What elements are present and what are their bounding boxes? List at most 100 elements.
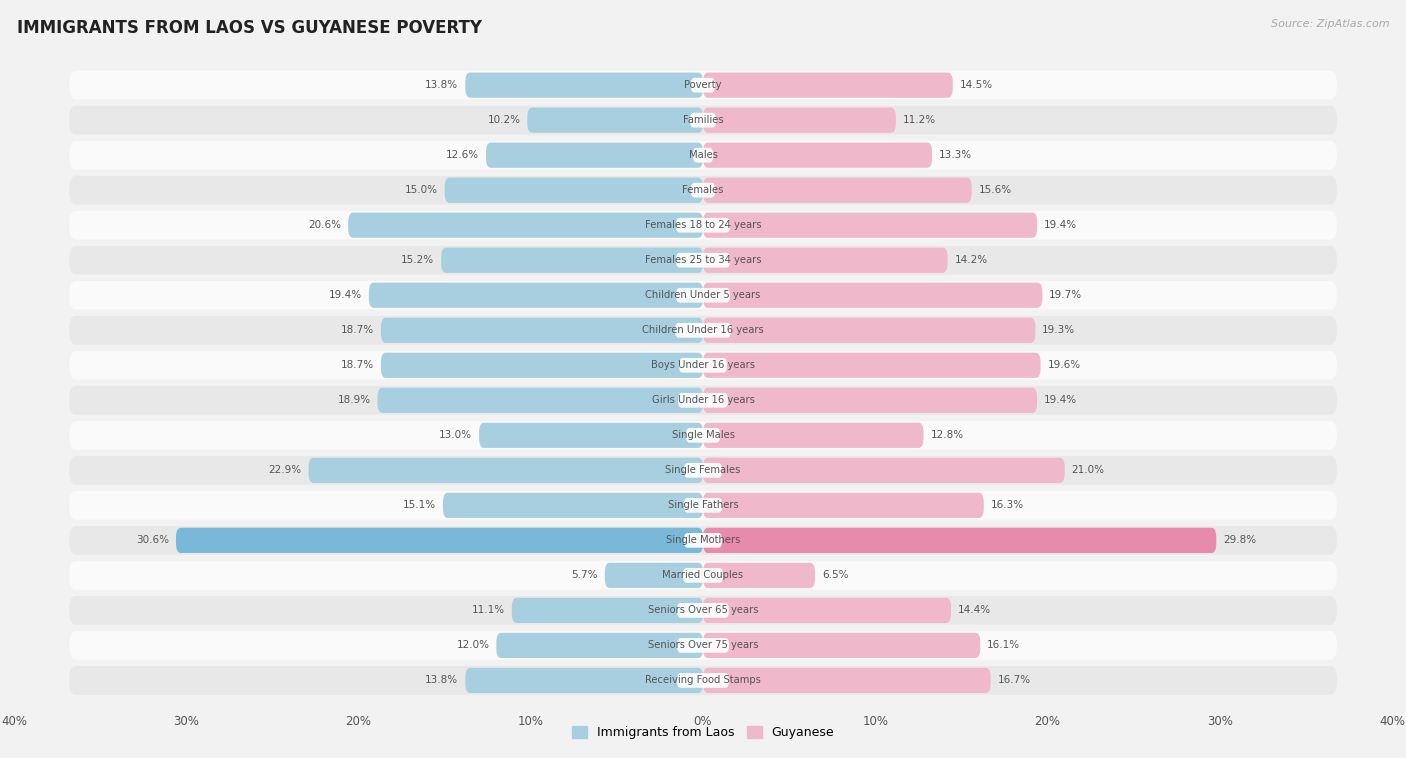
Text: 20.6%: 20.6% [308, 221, 342, 230]
Text: Poverty: Poverty [685, 80, 721, 90]
Text: Females: Females [682, 185, 724, 196]
Text: 18.7%: 18.7% [340, 325, 374, 335]
Text: 15.2%: 15.2% [401, 255, 434, 265]
Text: 22.9%: 22.9% [269, 465, 302, 475]
FancyBboxPatch shape [377, 387, 703, 413]
Text: 15.1%: 15.1% [404, 500, 436, 510]
Text: 19.4%: 19.4% [1045, 221, 1077, 230]
Text: Source: ZipAtlas.com: Source: ZipAtlas.com [1271, 19, 1389, 29]
Text: 12.8%: 12.8% [931, 431, 963, 440]
FancyBboxPatch shape [703, 73, 953, 98]
Text: Receiving Food Stamps: Receiving Food Stamps [645, 675, 761, 685]
Text: 18.9%: 18.9% [337, 396, 371, 406]
Text: 12.0%: 12.0% [457, 641, 489, 650]
FancyBboxPatch shape [69, 421, 1337, 449]
Text: 19.4%: 19.4% [329, 290, 361, 300]
FancyBboxPatch shape [678, 673, 728, 688]
FancyBboxPatch shape [444, 177, 703, 203]
FancyBboxPatch shape [703, 493, 984, 518]
FancyBboxPatch shape [69, 386, 1337, 415]
FancyBboxPatch shape [69, 456, 1337, 484]
FancyBboxPatch shape [690, 113, 716, 127]
FancyBboxPatch shape [381, 352, 703, 378]
FancyBboxPatch shape [703, 668, 991, 693]
FancyBboxPatch shape [676, 253, 730, 268]
FancyBboxPatch shape [69, 316, 1337, 345]
FancyBboxPatch shape [69, 526, 1337, 555]
Text: Single Fathers: Single Fathers [668, 500, 738, 510]
FancyBboxPatch shape [703, 143, 932, 168]
Text: Children Under 5 years: Children Under 5 years [645, 290, 761, 300]
FancyBboxPatch shape [703, 283, 1042, 308]
FancyBboxPatch shape [69, 70, 1337, 99]
FancyBboxPatch shape [368, 283, 703, 308]
FancyBboxPatch shape [703, 177, 972, 203]
Text: Males: Males [689, 150, 717, 160]
Text: 13.8%: 13.8% [425, 80, 458, 90]
FancyBboxPatch shape [69, 631, 1337, 659]
FancyBboxPatch shape [683, 498, 723, 512]
FancyBboxPatch shape [703, 633, 980, 658]
Text: Married Couples: Married Couples [662, 570, 744, 581]
Text: 10.2%: 10.2% [488, 115, 520, 125]
Text: 21.0%: 21.0% [1071, 465, 1105, 475]
Text: 18.7%: 18.7% [340, 360, 374, 370]
FancyBboxPatch shape [678, 603, 728, 618]
FancyBboxPatch shape [690, 183, 716, 198]
FancyBboxPatch shape [69, 141, 1337, 170]
Text: Girls Under 16 years: Girls Under 16 years [651, 396, 755, 406]
FancyBboxPatch shape [69, 281, 1337, 309]
FancyBboxPatch shape [678, 393, 728, 408]
Text: Boys Under 16 years: Boys Under 16 years [651, 360, 755, 370]
FancyBboxPatch shape [69, 666, 1337, 695]
Text: 15.0%: 15.0% [405, 185, 437, 196]
FancyBboxPatch shape [465, 668, 703, 693]
FancyBboxPatch shape [703, 248, 948, 273]
Text: 5.7%: 5.7% [571, 570, 598, 581]
FancyBboxPatch shape [675, 323, 731, 337]
FancyBboxPatch shape [703, 387, 1038, 413]
Text: 19.3%: 19.3% [1042, 325, 1076, 335]
FancyBboxPatch shape [176, 528, 703, 553]
FancyBboxPatch shape [703, 108, 896, 133]
Text: 19.6%: 19.6% [1047, 360, 1081, 370]
Text: 14.2%: 14.2% [955, 255, 987, 265]
FancyBboxPatch shape [69, 351, 1337, 380]
FancyBboxPatch shape [479, 423, 703, 448]
Text: Single Males: Single Males [672, 431, 734, 440]
Text: 29.8%: 29.8% [1223, 535, 1257, 545]
Text: 14.4%: 14.4% [957, 606, 991, 615]
Text: 19.4%: 19.4% [1045, 396, 1077, 406]
FancyBboxPatch shape [703, 352, 1040, 378]
FancyBboxPatch shape [703, 423, 924, 448]
FancyBboxPatch shape [683, 463, 723, 478]
Text: 11.2%: 11.2% [903, 115, 936, 125]
FancyBboxPatch shape [69, 596, 1337, 625]
FancyBboxPatch shape [703, 528, 1216, 553]
Text: Children Under 16 years: Children Under 16 years [643, 325, 763, 335]
FancyBboxPatch shape [703, 212, 1038, 238]
Text: 6.5%: 6.5% [823, 570, 848, 581]
FancyBboxPatch shape [465, 73, 703, 98]
FancyBboxPatch shape [527, 108, 703, 133]
FancyBboxPatch shape [605, 562, 703, 588]
Text: 15.6%: 15.6% [979, 185, 1012, 196]
Text: Females 25 to 34 years: Females 25 to 34 years [645, 255, 761, 265]
FancyBboxPatch shape [441, 248, 703, 273]
FancyBboxPatch shape [486, 143, 703, 168]
Text: Single Females: Single Females [665, 465, 741, 475]
Text: 16.3%: 16.3% [991, 500, 1024, 510]
Text: Females 18 to 24 years: Females 18 to 24 years [645, 221, 761, 230]
Legend: Immigrants from Laos, Guyanese: Immigrants from Laos, Guyanese [567, 721, 839, 744]
Text: 13.0%: 13.0% [439, 431, 472, 440]
Text: 12.6%: 12.6% [446, 150, 479, 160]
FancyBboxPatch shape [676, 288, 730, 302]
FancyBboxPatch shape [443, 493, 703, 518]
FancyBboxPatch shape [69, 176, 1337, 205]
FancyBboxPatch shape [693, 148, 713, 162]
Text: 11.1%: 11.1% [472, 606, 505, 615]
Text: 16.1%: 16.1% [987, 641, 1021, 650]
FancyBboxPatch shape [690, 78, 716, 92]
FancyBboxPatch shape [69, 491, 1337, 520]
Text: IMMIGRANTS FROM LAOS VS GUYANESE POVERTY: IMMIGRANTS FROM LAOS VS GUYANESE POVERTY [17, 19, 482, 37]
